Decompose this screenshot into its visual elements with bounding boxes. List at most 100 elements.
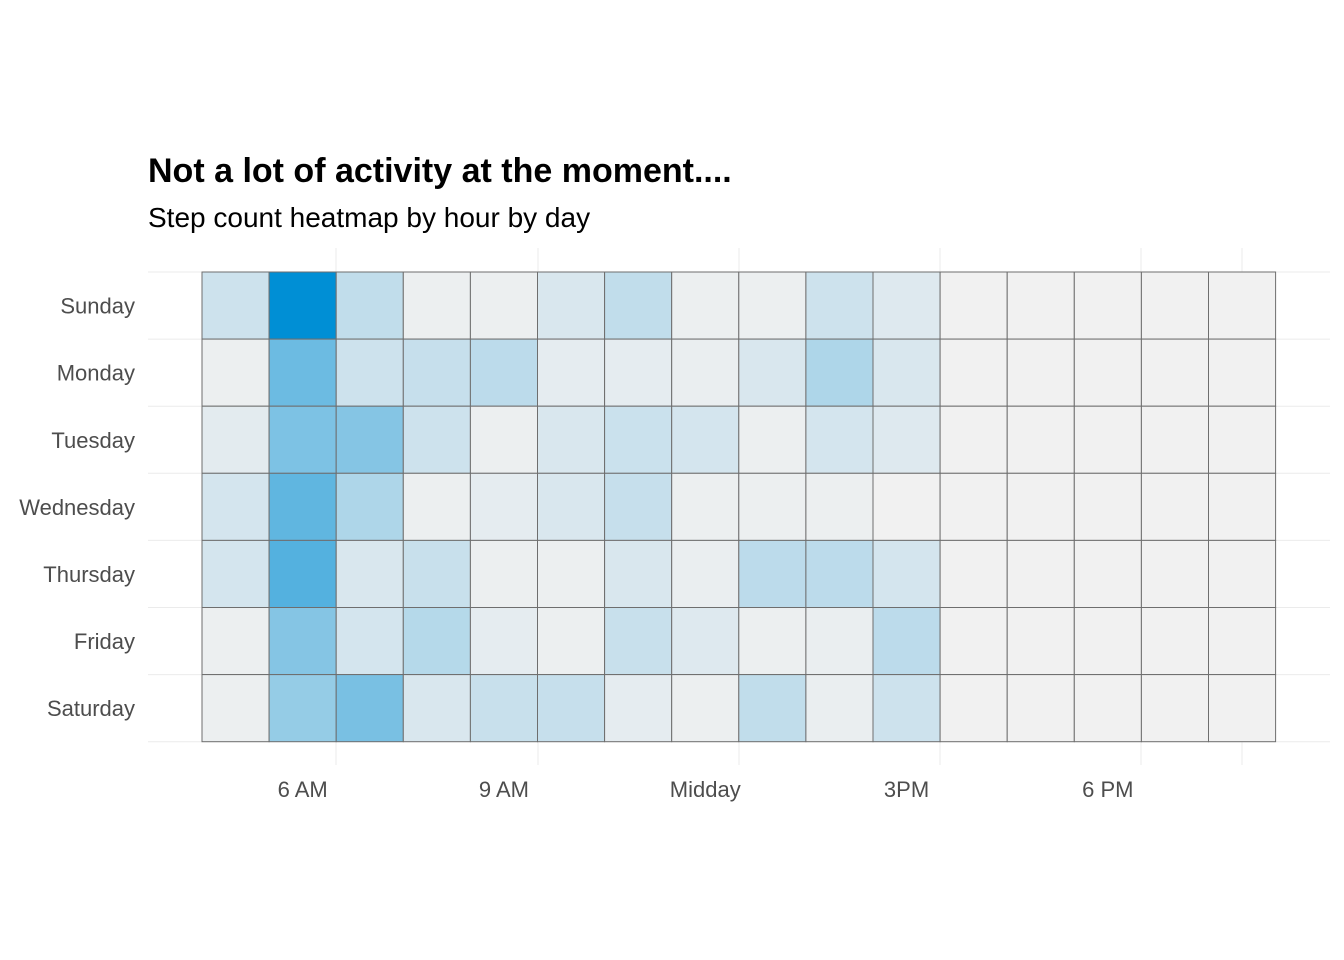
heatmap-cell — [671, 607, 740, 676]
heatmap-cell — [1006, 607, 1075, 676]
heatmap-cell — [469, 338, 538, 407]
heatmap-cell — [872, 338, 941, 407]
heatmap-cell — [604, 338, 673, 407]
heatmap-cell — [671, 674, 740, 743]
heatmap-cell — [1073, 472, 1142, 541]
heatmap-cell — [268, 472, 337, 541]
heatmap-cell — [805, 472, 874, 541]
x-tick-label: Midday — [670, 777, 741, 802]
heatmap-cell — [201, 674, 270, 743]
heatmap-cell — [268, 338, 337, 407]
x-tick-label: 9 AM — [479, 777, 529, 802]
heatmap-cell — [469, 405, 538, 474]
heatmap-cell — [671, 472, 740, 541]
heatmap-cell — [1140, 674, 1210, 743]
heatmap-cell — [738, 674, 807, 743]
heatmap-cell — [335, 539, 404, 609]
heatmap-cell — [402, 674, 471, 743]
heatmap-cell — [469, 674, 538, 743]
heatmap-cell — [738, 472, 807, 541]
heatmap-cell — [805, 607, 874, 676]
heatmap-cell — [1073, 405, 1142, 474]
heatmap-cell — [335, 674, 404, 743]
heatmap-cell — [402, 472, 471, 541]
heatmap-cell — [537, 472, 606, 541]
heatmap-cell — [671, 338, 740, 407]
heatmap-cell — [738, 539, 807, 609]
heatmap-cell — [1208, 405, 1277, 474]
heatmap-cell — [604, 271, 673, 340]
heatmap-cell — [872, 271, 941, 340]
heatmap-cell — [402, 405, 471, 474]
heatmap-cell — [872, 539, 941, 609]
heatmap-cell — [1006, 674, 1075, 743]
heatmap-cell — [1073, 338, 1142, 407]
heatmap-cell — [939, 338, 1008, 407]
heatmap-cell — [671, 405, 740, 474]
x-tick-label: 6 PM — [1082, 777, 1133, 802]
heatmap-cell — [939, 472, 1008, 541]
heatmap-cell — [1140, 472, 1210, 541]
heatmap-cell — [1073, 271, 1142, 340]
heatmap-cell — [469, 472, 538, 541]
heatmap-cell — [738, 338, 807, 407]
heatmap-cell — [872, 674, 941, 743]
y-axis-ticks: Sunday Monday Tuesday Wednesday Thursday Frid… — [19, 294, 135, 722]
heatmap-cell — [604, 674, 673, 743]
y-tick-label: Thursday — [43, 562, 135, 587]
heatmap-cell — [1073, 539, 1142, 609]
heatmap-cell — [939, 674, 1008, 743]
heatmap-cell — [939, 405, 1008, 474]
heatmap-cell — [268, 271, 337, 340]
heatmap-cell — [201, 338, 270, 407]
heatmap-cell — [335, 271, 404, 340]
heatmap-cell — [1140, 607, 1210, 676]
heatmap-cell — [1208, 674, 1277, 743]
heatmap-cell — [1208, 271, 1277, 340]
heatmap-cell — [402, 607, 471, 676]
chart-subtitle: Step count heatmap by hour by day — [148, 202, 591, 233]
heatmap-cell — [738, 271, 807, 340]
heatmap-cell — [1208, 607, 1277, 676]
heatmap-cell — [805, 405, 874, 474]
x-tick-label: 3PM — [884, 777, 929, 802]
heatmap-cell — [939, 607, 1008, 676]
heatmap-cell — [1006, 472, 1075, 541]
heatmap-cell — [335, 338, 404, 407]
y-tick-label: Friday — [74, 629, 135, 654]
heatmap-cell — [1208, 539, 1277, 609]
y-tick-label: Tuesday — [51, 428, 135, 453]
y-tick-label: Wednesday — [19, 495, 135, 520]
heatmap-cell — [738, 607, 807, 676]
heatmap-cell — [872, 472, 941, 541]
heatmap-cell — [1073, 607, 1142, 676]
heatmap-cell — [537, 405, 606, 474]
heatmap-cell — [201, 405, 270, 474]
x-tick-label: 6 AM — [278, 777, 328, 802]
heatmap-cell — [1208, 472, 1277, 541]
heatmap-cell — [1140, 405, 1210, 474]
heatmap-cell — [872, 607, 941, 676]
heatmap-cell — [1006, 271, 1075, 340]
heatmap-cell — [805, 271, 874, 340]
heatmap-cell — [268, 405, 337, 474]
heatmap-cell — [1006, 405, 1075, 474]
heatmap-cell — [537, 539, 606, 609]
heatmap-cell — [201, 539, 270, 609]
heatmap-cell — [537, 271, 606, 340]
heatmap-cell — [201, 607, 270, 676]
heatmap-cell — [469, 539, 538, 609]
heatmap-cell — [1140, 338, 1210, 407]
heatmap-cell — [335, 472, 404, 541]
heatmap-cell — [805, 338, 874, 407]
heatmap-cell — [1006, 539, 1075, 609]
heatmap-cell — [604, 405, 673, 474]
heatmap-cell — [604, 472, 673, 541]
heatmap-cell — [335, 405, 404, 474]
heatmap-cell — [604, 607, 673, 676]
heatmap-cell — [671, 271, 740, 340]
heatmap-cell — [469, 271, 538, 340]
heatmap-cell — [201, 271, 270, 340]
heatmap-cell — [268, 539, 337, 609]
